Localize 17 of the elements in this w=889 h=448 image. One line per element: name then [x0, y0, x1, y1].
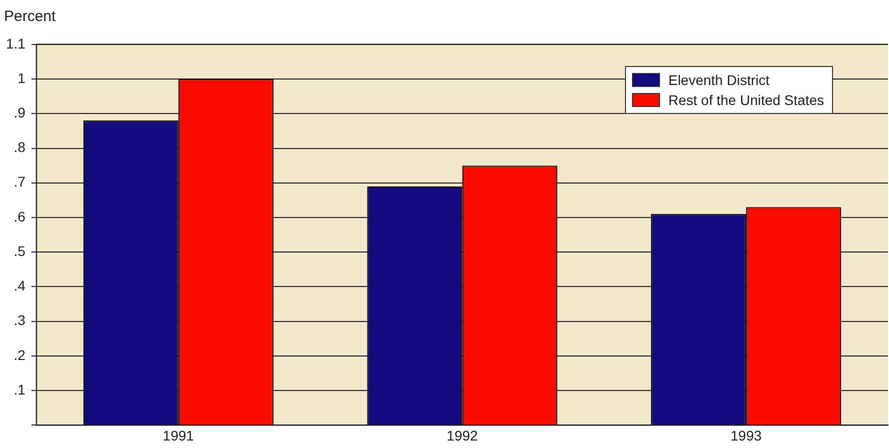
y-tick-label: .5 — [14, 242, 26, 259]
y-tick-label: .4 — [14, 278, 26, 294]
y-tick-label: 1 — [18, 70, 26, 86]
y-tick-label: .2 — [14, 346, 26, 363]
y-tick-label: .3 — [14, 312, 26, 328]
y-axis-title: Percent — [4, 8, 56, 25]
legend-label: Rest of the United States — [668, 92, 824, 108]
y-tick-label: 1.1 — [6, 35, 26, 52]
legend-label: Eleventh District — [668, 72, 770, 88]
y-tick-label: .9 — [14, 104, 26, 120]
x-tick-label: 1993 — [730, 427, 762, 444]
y-tick-label: .8 — [14, 139, 26, 156]
x-tick-label: 1991 — [162, 427, 194, 444]
y-tick-label: .6 — [14, 208, 26, 224]
x-tick-label: 1992 — [446, 427, 478, 444]
y-tick-label: .7 — [14, 174, 26, 190]
y-tick-label: .1 — [14, 381, 26, 398]
